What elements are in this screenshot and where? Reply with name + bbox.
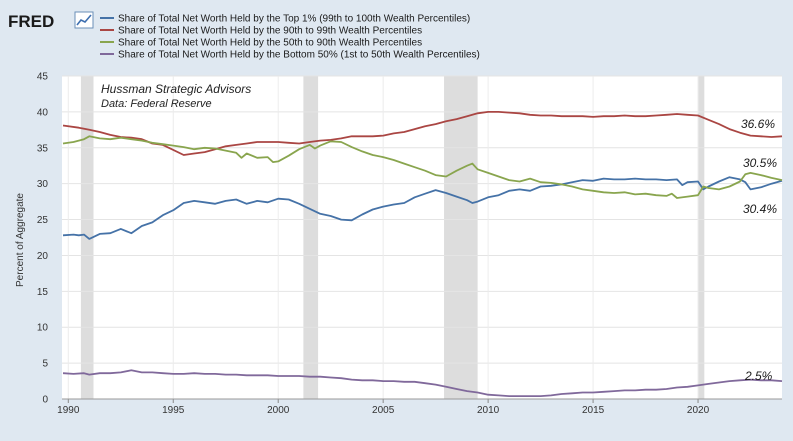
end-label-2: 30.5% (743, 156, 777, 170)
annotation-subtitle: Data: Federal Reserve (101, 98, 212, 110)
y-tick-label: 15 (37, 287, 49, 298)
gridlines (62, 75, 782, 399)
plot-background (62, 76, 782, 399)
legend-entry-2: Share of Total Net Worth Held by the 50t… (118, 38, 422, 49)
x-tick-label: 2020 (687, 405, 710, 416)
y-tick-label: 0 (42, 395, 48, 406)
y-tick-label: 10 (37, 323, 49, 334)
y-tick-label: 20 (37, 251, 49, 262)
recession-bar-3 (698, 76, 705, 399)
legend-entry-0: Share of Total Net Worth Held by the Top… (118, 14, 470, 25)
recession-bar-2 (444, 76, 478, 399)
annotation: Hussman Strategic Advisors Data: Federal… (101, 82, 251, 110)
y-tick-label: 40 (37, 107, 49, 118)
series-line-0 (62, 176, 783, 240)
y-tick-label: 5 (42, 359, 48, 370)
y-axis-label: Percent of Aggregate (15, 193, 26, 287)
series-line-3 (62, 369, 783, 398)
y-tick-label: 30 (37, 179, 49, 190)
legend-entry-3: Share of Total Net Worth Held by the Bot… (118, 50, 480, 61)
fred-logo-text: FRED (8, 12, 54, 31)
recession-bar-1 (303, 76, 319, 399)
legend-entry-1: Share of Total Net Worth Held by the 90t… (118, 26, 422, 37)
x-tick-label: 2015 (582, 405, 605, 416)
x-tick-label: 2005 (372, 405, 395, 416)
end-label-0: 30.4% (743, 202, 777, 216)
annotation-title: Hussman Strategic Advisors (101, 82, 251, 96)
series-line-2 (62, 135, 783, 199)
end-label-3: 2.5% (744, 369, 773, 383)
plot-area (62, 76, 782, 399)
end-label-1: 36.6% (741, 117, 775, 131)
y-tick-label: 25 (37, 215, 49, 226)
y-tick-label: 35 (37, 143, 49, 154)
x-tick-label: 2000 (267, 405, 290, 416)
y-tick-label: 45 (37, 72, 49, 83)
x-tick-label: 2010 (477, 405, 500, 416)
axes: 0 5 10 15 20 25 30 35 40 45 1990 1995 2000 2005 2010 20… (37, 72, 782, 416)
series-line-1 (62, 111, 783, 156)
x-tick-label: 1990 (57, 405, 80, 416)
end-labels: 30.4% 36.6% 30.5% 2.5% (741, 117, 777, 383)
series-group (62, 111, 783, 398)
fred-logo: FRED (8, 11, 94, 31)
fred-logo-chart-icon (74, 11, 94, 29)
x-tick-label: 1995 (162, 405, 185, 416)
legend: Share of Total Net Worth Held by the Top… (100, 14, 480, 61)
